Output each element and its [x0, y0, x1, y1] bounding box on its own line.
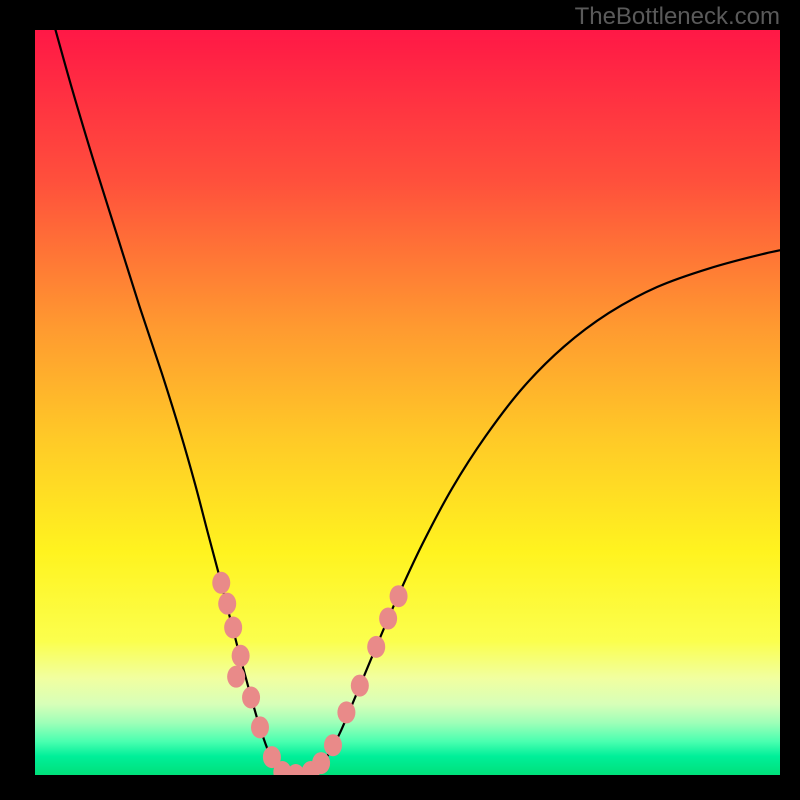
- overlay-dot: [312, 752, 330, 774]
- overlay-dot: [242, 687, 260, 709]
- plot-area: [35, 30, 780, 775]
- overlay-dot: [351, 675, 369, 697]
- overlay-dot: [232, 645, 250, 667]
- overlay-dot: [390, 585, 408, 607]
- gradient-background: [35, 30, 780, 775]
- overlay-dot: [227, 666, 245, 688]
- overlay-dot: [337, 701, 355, 723]
- overlay-dot: [251, 716, 269, 738]
- watermark-text: TheBottleneck.com: [575, 3, 780, 31]
- overlay-dot: [224, 616, 242, 638]
- overlay-dot: [212, 572, 230, 594]
- plot-svg: [35, 30, 780, 775]
- overlay-dot: [379, 608, 397, 630]
- overlay-dot: [218, 593, 236, 615]
- overlay-dot: [367, 636, 385, 658]
- overlay-dot: [324, 734, 342, 756]
